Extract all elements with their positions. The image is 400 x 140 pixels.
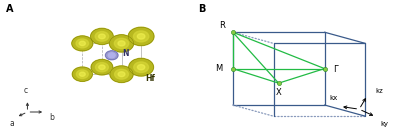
Circle shape bbox=[91, 28, 113, 44]
Circle shape bbox=[134, 31, 149, 42]
Text: c: c bbox=[24, 86, 28, 95]
Text: A: A bbox=[6, 4, 13, 14]
Circle shape bbox=[114, 38, 129, 49]
Circle shape bbox=[129, 58, 154, 76]
Circle shape bbox=[91, 60, 113, 75]
Circle shape bbox=[118, 41, 125, 46]
Circle shape bbox=[98, 34, 105, 39]
Circle shape bbox=[99, 65, 105, 70]
Circle shape bbox=[96, 63, 108, 72]
Text: ky: ky bbox=[380, 121, 388, 127]
Text: $\Gamma$: $\Gamma$ bbox=[334, 63, 340, 74]
Circle shape bbox=[134, 62, 148, 73]
Text: R: R bbox=[220, 21, 226, 30]
Text: b: b bbox=[49, 113, 54, 122]
Circle shape bbox=[110, 66, 133, 82]
Text: kz: kz bbox=[376, 88, 383, 94]
Circle shape bbox=[110, 35, 134, 52]
Text: a: a bbox=[10, 119, 14, 128]
Circle shape bbox=[72, 67, 92, 81]
Text: M: M bbox=[215, 64, 222, 73]
Circle shape bbox=[106, 51, 118, 60]
Circle shape bbox=[128, 27, 154, 46]
Circle shape bbox=[76, 70, 88, 79]
Circle shape bbox=[79, 72, 85, 76]
Circle shape bbox=[138, 65, 145, 70]
Circle shape bbox=[76, 39, 88, 48]
Circle shape bbox=[118, 72, 125, 77]
Circle shape bbox=[79, 41, 86, 46]
Circle shape bbox=[108, 53, 115, 58]
Circle shape bbox=[72, 36, 93, 51]
Circle shape bbox=[137, 34, 145, 39]
Circle shape bbox=[114, 69, 128, 79]
Text: N: N bbox=[122, 49, 129, 58]
Text: X: X bbox=[276, 88, 282, 97]
Text: kx: kx bbox=[330, 95, 338, 101]
Text: B: B bbox=[198, 4, 206, 14]
Circle shape bbox=[95, 32, 109, 41]
Text: Hf: Hf bbox=[145, 74, 155, 83]
